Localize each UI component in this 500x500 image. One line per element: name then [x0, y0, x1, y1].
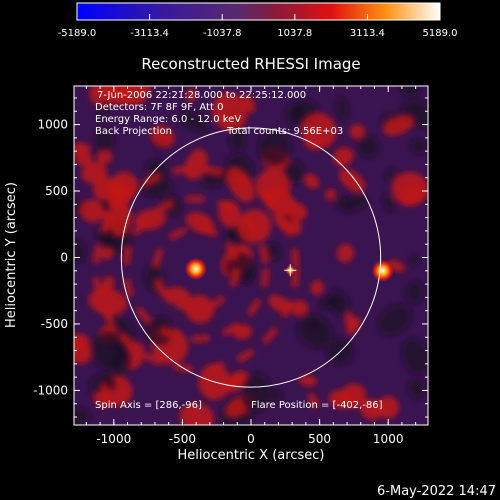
source-flare [184, 257, 207, 280]
x-tick-label: -500 [169, 432, 196, 446]
detectors: Detectors: 7F 8F 9F, Att 0 [95, 102, 223, 113]
plot-title: Reconstructed RHESSI Image [141, 55, 360, 73]
x-tick-label: -1000 [96, 432, 131, 446]
source-bright-east [371, 259, 394, 282]
colorbar-gradient [76, 2, 441, 21]
x-tick-label: 500 [308, 432, 331, 446]
y-tick-label: 500 [45, 184, 68, 198]
x-axis: -1000 -500 0 500 1000 [85, 86, 417, 446]
colorbar-tick-label: -3113.4 [130, 28, 169, 39]
y-tick-label: -500 [41, 317, 68, 331]
x-tick-label: 1000 [373, 432, 404, 446]
image-panel [73, 85, 429, 426]
y-tick-label: 1000 [37, 118, 68, 132]
solar-limb-circle [120, 127, 382, 388]
colorbar: -5189.0 -3113.4 -1037.8 1037.8 3113.4 5189.0 [58, 2, 458, 39]
y-axis: 1000 500 0 -500 -1000 [33, 97, 428, 418]
total-counts: Total counts: 9.56E+03 [226, 126, 343, 137]
time-range: 7-Jun-2006 22:21:28.000 to 22:25:12.000 [97, 90, 306, 101]
spin-axis-label: Spin Axis = [286,-96] [95, 400, 202, 411]
timestamp: 6-May-2022 14:47 [377, 484, 496, 499]
x-axis-label: Heliocentric X (arcsec) [178, 448, 325, 463]
info-block: 7-Jun-2006 22:21:28.000 to 22:25:12.000 … [95, 90, 343, 137]
colorbar-tick-label: -5189.0 [58, 28, 97, 39]
energy-range: Energy Range: 6.0 - 12.0 keV [95, 114, 241, 125]
colorbar-tick-label: 3113.4 [350, 28, 385, 39]
y-tick-label: -1000 [33, 383, 68, 397]
colorbar-tick-label: 1037.8 [277, 28, 312, 39]
x-tick-label: 0 [247, 432, 255, 446]
y-axis-label: Heliocentric Y (arcsec) [4, 182, 19, 328]
y-tick-label: 0 [60, 250, 68, 264]
colorbar-tick-label: -1037.8 [203, 28, 242, 39]
colorbar-tick-label: 5189.0 [423, 28, 458, 39]
image-texture [74, 86, 428, 425]
flare-position-label: Flare Position = [-402,-86] [251, 400, 383, 411]
spin-axis-marker [284, 264, 297, 277]
method: Back Projection [95, 126, 172, 137]
